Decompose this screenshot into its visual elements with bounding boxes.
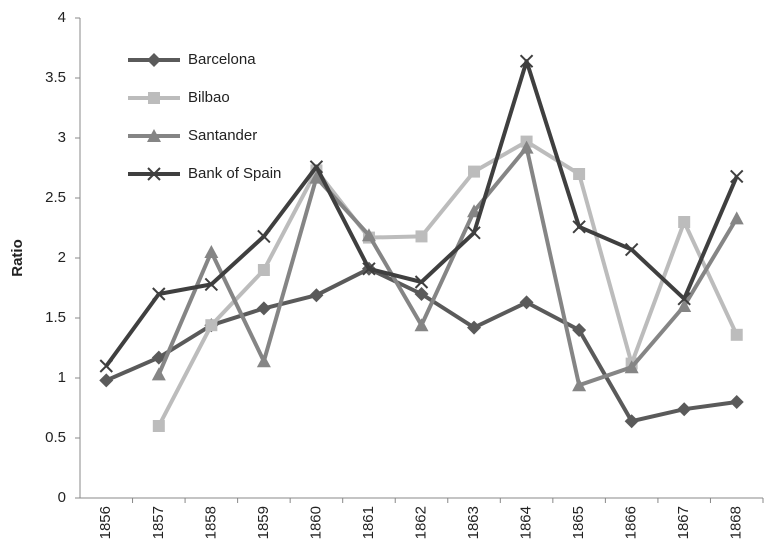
marker	[147, 129, 161, 142]
marker	[624, 414, 639, 429]
marker	[519, 140, 534, 154]
marker	[361, 228, 376, 242]
x-tick-label: 1856	[97, 506, 114, 539]
legend-label: Bank of Spain	[188, 165, 281, 182]
x-tick-label: 1858	[202, 506, 219, 539]
marker	[309, 170, 324, 184]
x-tick-label: 1867	[675, 506, 692, 539]
marker	[467, 226, 481, 240]
marker	[99, 359, 113, 373]
x-tick-label: 1863	[465, 506, 482, 539]
marker	[414, 287, 429, 301]
y-axis-label: Ratio	[9, 239, 26, 277]
marker	[414, 275, 429, 289]
marker	[677, 299, 692, 312]
x-tick-label: 1866	[623, 506, 640, 539]
marker	[204, 277, 219, 292]
marker	[151, 367, 166, 381]
marker	[572, 220, 586, 234]
marker	[572, 378, 587, 392]
x-tick-label: 1860	[307, 506, 324, 539]
marker	[730, 169, 744, 184]
y-tick-label: 2.5	[45, 189, 66, 206]
marker	[624, 360, 639, 374]
marker	[572, 323, 587, 337]
legend-label: Barcelona	[188, 51, 256, 68]
marker	[257, 229, 271, 244]
series-line	[157, 139, 739, 427]
marker	[414, 318, 429, 332]
x-tick-label: 1865	[570, 506, 587, 539]
marker	[573, 168, 586, 180]
marker	[205, 319, 218, 332]
marker	[467, 204, 482, 218]
marker	[309, 160, 324, 174]
marker	[519, 54, 534, 68]
x-tick-label: 1861	[360, 506, 377, 539]
marker	[257, 264, 270, 276]
y-tick-label: 3	[58, 129, 66, 146]
marker	[678, 216, 691, 228]
marker	[256, 354, 271, 368]
legend-label: Santander	[188, 127, 257, 144]
y-tick-label: 4	[58, 9, 66, 26]
marker	[468, 165, 481, 178]
y-tick-label: 2	[58, 249, 66, 266]
marker	[467, 320, 482, 335]
marker	[256, 301, 271, 316]
legend-label: Bilbao	[188, 89, 230, 106]
marker	[99, 373, 114, 388]
x-tick-label: 1862	[412, 506, 429, 539]
x-tick-label: 1859	[255, 506, 272, 539]
marker	[151, 350, 166, 365]
marker	[729, 395, 744, 409]
x-tick-label: 1864	[518, 506, 535, 539]
y-tick-label: 1.5	[45, 309, 66, 326]
x-tick-label: 1857	[150, 506, 167, 539]
marker	[729, 211, 744, 225]
marker	[677, 292, 691, 306]
y-tick-label: 3.5	[45, 69, 66, 86]
marker	[147, 53, 161, 67]
marker	[152, 420, 165, 432]
x-tick-label: 1868	[728, 506, 745, 539]
y-tick-label: 0.5	[45, 429, 66, 446]
marker	[204, 245, 219, 258]
y-tick-label: 0	[58, 489, 66, 506]
series-line	[156, 145, 739, 388]
y-tick-label: 1	[58, 369, 66, 386]
marker	[519, 295, 534, 310]
marker	[152, 287, 166, 301]
marker	[415, 230, 428, 243]
marker	[148, 92, 160, 104]
marker	[624, 242, 639, 257]
marker	[730, 328, 743, 341]
marker	[147, 167, 161, 181]
marker	[677, 402, 692, 417]
marker	[362, 262, 376, 276]
marker	[309, 288, 324, 303]
